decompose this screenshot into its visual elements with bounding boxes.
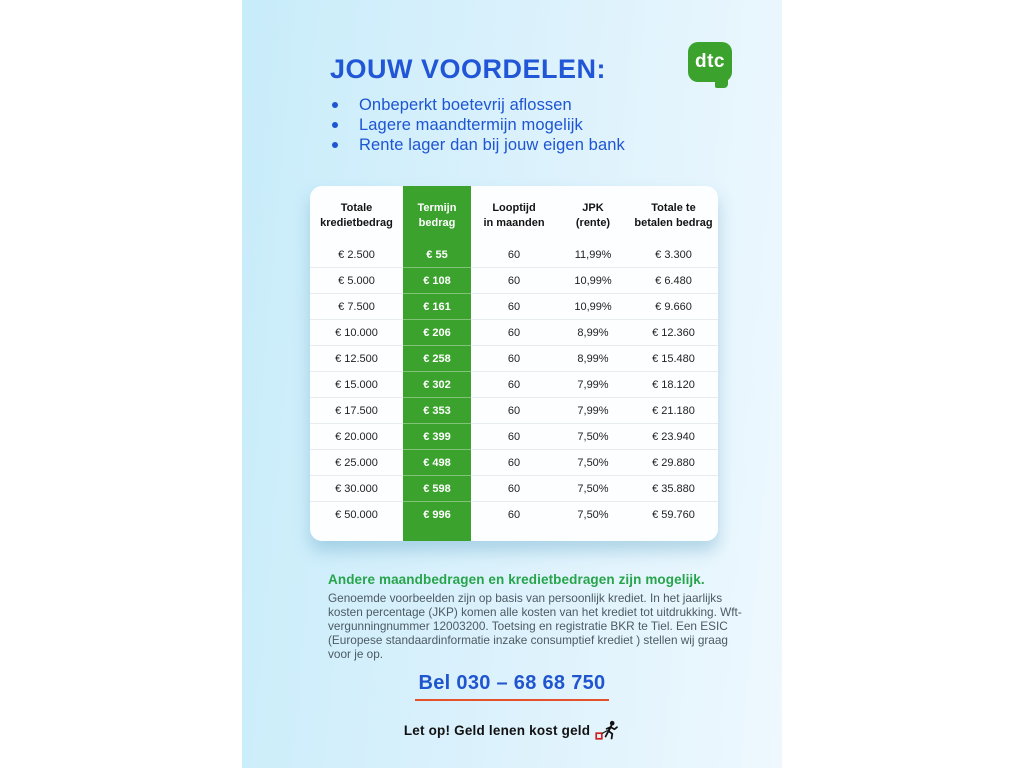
table-cell: 7,50% [557, 476, 629, 502]
table-cell: € 7.500 [310, 294, 403, 320]
table-cell: € 35.880 [629, 476, 718, 502]
benefits-list: Onbeperkt boetevrij aflossen Lagere maand… [332, 95, 625, 155]
table-cell: 8,99% [557, 320, 629, 346]
table-cell: € 15.000 [310, 372, 403, 398]
benefit-label: Lagere maandtermijn mogelijk [359, 115, 583, 134]
table-cell: 60 [471, 320, 557, 346]
table-cell: € 50.000 [335, 509, 378, 521]
table-row: € 7.500 € 161 60 10,99% € 9.660 [310, 294, 718, 320]
table-cell: 60 [471, 294, 557, 320]
table-cell: 10,99% [557, 294, 629, 320]
money-cost-runner-icon [595, 720, 619, 740]
bullet-dot-icon [332, 142, 338, 148]
termijn-column-highlight [403, 186, 471, 541]
table-cell: 7,50% [577, 509, 609, 521]
table-cell: 60 [471, 424, 557, 450]
table-cell: € 15.480 [629, 346, 718, 372]
table-header-row: Totale kredietbedrag Termijn bedrag Looptijd… [310, 186, 718, 242]
disclaimer-text: Genoemde voorbeelden zijn op basis van p… [328, 591, 742, 661]
phone-link[interactable]: Bel 030 – 68 68 750 [414, 672, 610, 701]
table-cell: 8,99% [557, 346, 629, 372]
table-cell: 11,99% [557, 242, 629, 268]
table-cell: € 6.480 [629, 268, 718, 294]
table-cell: 7,99% [557, 372, 629, 398]
table-cell: 60 [471, 346, 557, 372]
loan-table: Totale kredietbedrag Termijn bedrag Looptijd… [310, 186, 718, 541]
loan-table-card: Totale kredietbedrag Termijn bedrag Looptijd… [310, 186, 718, 541]
table-cell: € 108 [403, 268, 471, 294]
table-cell: 7,50% [557, 450, 629, 476]
table-cell: € 12.500 [310, 346, 403, 372]
other-amounts-note: Andere maandbedragen en kredietbedragen … [328, 572, 705, 587]
table-cell: € 25.000 [310, 450, 403, 476]
table-row: € 10.000 € 206 60 8,99% € 12.360 [310, 320, 718, 346]
table-cell: € 9.660 [629, 294, 718, 320]
table-row: € 15.000 € 302 60 7,99% € 18.120 [310, 372, 718, 398]
table-cell: € 5.000 [310, 268, 403, 294]
table-cell: € 29.880 [629, 450, 718, 476]
table-cell: € 59.760 [652, 509, 695, 521]
table-cell: 60 [507, 509, 521, 521]
table-row: € 2.500 € 55 60 11,99% € 3.300 [310, 242, 718, 268]
table-cell: 7,99% [557, 398, 629, 424]
table-row: € 5.000 € 108 60 10,99% € 6.480 [310, 268, 718, 294]
table-cell: € 161 [403, 294, 471, 320]
table-row: € 20.000 € 399 60 7,50% € 23.940 [310, 424, 718, 450]
table-row: € 30.000 € 598 60 7,50% € 35.880 [310, 476, 718, 502]
table-cell: € 55 [403, 242, 471, 268]
bullet-dot-icon [332, 102, 338, 108]
column-header: Looptijd in maanden [483, 202, 545, 229]
benefit-item: Onbeperkt boetevrij aflossen [332, 95, 625, 115]
credit-warning-row: Let op! Geld lenen kost geld [242, 720, 782, 741]
table-cell: 10,99% [557, 268, 629, 294]
table-cell: € 996 [423, 509, 451, 521]
table-cell: 60 [471, 242, 557, 268]
flyer-panel: JOUW VOORDELEN: dtc Onbeperkt boetevrij … [242, 0, 782, 768]
table-row: € 17.500 € 353 60 7,99% € 21.180 [310, 398, 718, 424]
table-cell: 7,50% [557, 424, 629, 450]
phone-row: Bel 030 – 68 68 750 [242, 672, 782, 701]
column-header: JPK (rente) [575, 202, 611, 229]
page-title: JOUW VOORDELEN: [330, 54, 607, 84]
table-cell: € 23.940 [629, 424, 718, 450]
table-cell: € 399 [403, 424, 471, 450]
column-header: Totale te betalen bedrag [634, 202, 713, 229]
dtc-logo-text: dtc [695, 51, 725, 72]
table-cell: € 10.000 [310, 320, 403, 346]
table-cell: € 302 [403, 372, 471, 398]
table-cell: € 206 [403, 320, 471, 346]
table-cell: € 18.120 [629, 372, 718, 398]
table-row: € 25.000 € 498 60 7,50% € 29.880 [310, 450, 718, 476]
table-cell: 60 [471, 450, 557, 476]
table-cell: € 3.300 [629, 242, 718, 268]
benefit-label: Onbeperkt boetevrij aflossen [359, 95, 572, 114]
benefit-label: Rente lager dan bij jouw eigen bank [359, 135, 625, 154]
table-cell: € 598 [403, 476, 471, 502]
table-cell: € 30.000 [310, 476, 403, 502]
table-cell: € 498 [403, 450, 471, 476]
benefit-item: Rente lager dan bij jouw eigen bank [332, 135, 625, 155]
table-cell: € 12.360 [629, 320, 718, 346]
dtc-logo: dtc [688, 42, 732, 88]
column-header: Totale kredietbedrag [320, 202, 393, 229]
credit-warning-text: Let op! Geld lenen kost geld [403, 723, 591, 738]
table-cell: 60 [471, 476, 557, 502]
table-row: € 50.000 € 996 60 7,50% € 59.760 [310, 502, 718, 528]
table-row: € 12.500 € 258 60 8,99% € 15.480 [310, 346, 718, 372]
table-cell: € 20.000 [310, 424, 403, 450]
table-cell: € 258 [403, 346, 471, 372]
benefit-item: Lagere maandtermijn mogelijk [332, 115, 625, 135]
table-cell: € 17.500 [310, 398, 403, 424]
column-header: Termijn bedrag [417, 202, 457, 229]
table-cell: 60 [471, 398, 557, 424]
bullet-dot-icon [332, 122, 338, 128]
table-cell: € 2.500 [310, 242, 403, 268]
table-cell: 60 [471, 372, 557, 398]
table-cell: 60 [471, 268, 557, 294]
table-cell: € 353 [403, 398, 471, 424]
table-cell: € 21.180 [629, 398, 718, 424]
